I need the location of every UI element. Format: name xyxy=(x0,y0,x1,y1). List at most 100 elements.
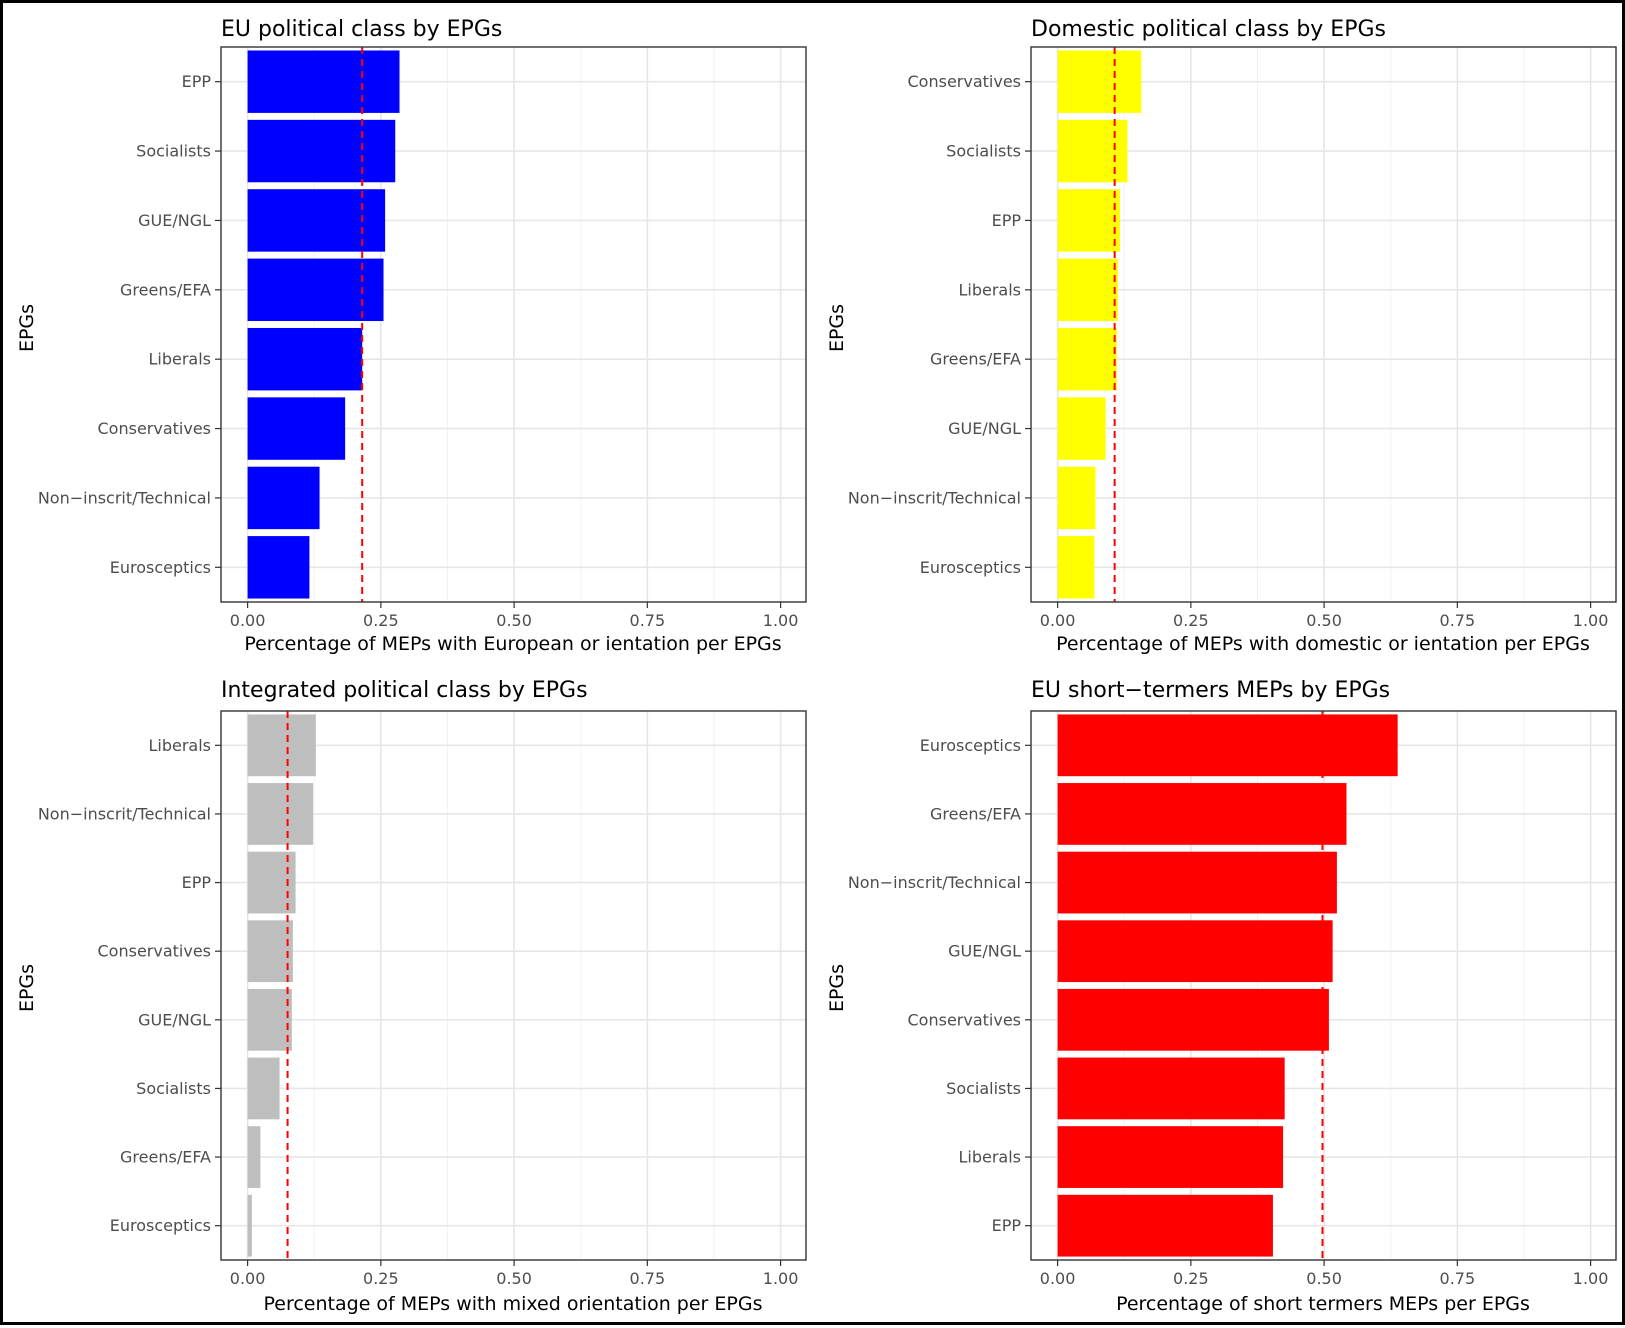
bar xyxy=(1057,988,1329,1051)
y-tick-label: GUE/NGL xyxy=(138,1010,211,1029)
bar xyxy=(247,327,363,391)
x-tick-label: 0.00 xyxy=(1040,611,1076,630)
y-tick-label: Greens/EFA xyxy=(120,1148,211,1167)
x-tick-label: 0.25 xyxy=(363,611,399,630)
x-tick-label: 0.75 xyxy=(1440,611,1476,630)
bar xyxy=(1057,119,1128,183)
chart-panel-2: Conservatives Socialists EPP Liberals Greens… xyxy=(826,17,1617,655)
x-axis-title: Percentage of MEPs with European or ient… xyxy=(244,633,781,655)
x-tick-label: 0.50 xyxy=(1306,611,1342,630)
bar xyxy=(247,714,316,777)
bar xyxy=(1057,397,1106,460)
y-tick-label: GUE/NGL xyxy=(138,211,211,230)
bar xyxy=(247,1126,261,1188)
y-tick-label: Liberals xyxy=(958,1148,1021,1167)
x-tick-label: 0.25 xyxy=(363,1269,399,1288)
y-tick-label: Conservatives xyxy=(98,942,212,961)
y-tick-label: EPP xyxy=(182,72,212,91)
bar xyxy=(1057,327,1117,391)
y-tick-label: EPP xyxy=(992,211,1022,230)
bar xyxy=(247,536,310,599)
x-tick-label: 0.50 xyxy=(496,1269,532,1288)
bar xyxy=(247,50,400,113)
y-tick-label: Greens/EFA xyxy=(930,350,1021,369)
y-tick-label: Socialists xyxy=(946,1079,1021,1098)
y-tick-label: GUE/NGL xyxy=(948,942,1021,961)
x-axis-title: Percentage of MEPs with domestic or ient… xyxy=(1056,633,1590,655)
y-tick-label: Liberals xyxy=(148,736,211,755)
x-tick-label: 0.75 xyxy=(630,611,666,630)
bar xyxy=(1057,50,1142,113)
x-tick-label: 0.75 xyxy=(1440,1269,1476,1288)
bar xyxy=(247,119,396,183)
chart-panel-4: Eurosceptics Greens/EFA Non−inscrit/Techni… xyxy=(826,678,1617,1315)
bar xyxy=(1057,714,1398,777)
bar xyxy=(1057,258,1118,322)
x-tick-label: 1.00 xyxy=(1573,1269,1609,1288)
chart-title: Domestic political class by EPGs xyxy=(1031,17,1386,42)
y-axis-title: EPGs xyxy=(826,304,848,352)
y-tick-label: Conservatives xyxy=(908,1010,1022,1029)
y-tick-label: GUE/NGL xyxy=(948,419,1021,438)
x-tick-label: 0.75 xyxy=(630,1269,666,1288)
x-tick-label: 0.50 xyxy=(496,611,532,630)
y-axis-title: EPGs xyxy=(16,964,38,1012)
chart-title: EU short−termers MEPs by EPGs xyxy=(1031,678,1390,703)
y-tick-label: Greens/EFA xyxy=(120,280,211,299)
chart-panel-1: EPP Socialists GUE/NGL Greens/EFA Liberals Co… xyxy=(16,17,807,655)
y-tick-label: Conservatives xyxy=(908,72,1022,91)
bar xyxy=(1057,189,1120,252)
y-tick-label: Socialists xyxy=(136,142,211,161)
bar xyxy=(1057,1194,1273,1257)
x-tick-label: 0.00 xyxy=(230,1269,266,1288)
y-tick-label: Greens/EFA xyxy=(930,804,1021,823)
bar xyxy=(247,189,386,252)
chart-panel-3: Liberals Non−inscrit/Technical EPP Conserva… xyxy=(16,678,807,1315)
y-axis-title: EPGs xyxy=(16,304,38,352)
y-tick-label: Liberals xyxy=(148,350,211,369)
y-tick-label: Non−inscrit/Technical xyxy=(38,488,211,507)
x-tick-label: 0.50 xyxy=(1306,1269,1342,1288)
x-tick-label: 1.00 xyxy=(763,1269,799,1288)
bar xyxy=(1057,920,1333,983)
bar xyxy=(247,1194,252,1257)
x-tick-label: 0.00 xyxy=(1040,1269,1076,1288)
chart-title: Integrated political class by EPGs xyxy=(221,678,588,703)
bar xyxy=(247,783,314,845)
y-tick-label: Eurosceptics xyxy=(920,558,1021,577)
bar xyxy=(247,920,293,983)
y-tick-label: Non−inscrit/Technical xyxy=(848,873,1021,892)
y-tick-label: Socialists xyxy=(136,1079,211,1098)
bar xyxy=(247,466,320,530)
y-tick-label: Eurosceptics xyxy=(110,558,211,577)
x-tick-label: 1.00 xyxy=(763,611,799,630)
x-axis-title: Percentage of MEPs with mixed orientatio… xyxy=(264,1293,763,1315)
y-axis-title: EPGs xyxy=(826,964,848,1012)
y-tick-label: EPP xyxy=(992,1216,1022,1235)
x-tick-label: 1.00 xyxy=(1573,611,1609,630)
bar xyxy=(1057,1057,1285,1120)
bar xyxy=(247,258,384,322)
bar xyxy=(1057,466,1096,530)
y-tick-label: Non−inscrit/Technical xyxy=(38,804,211,823)
y-tick-label: EPP xyxy=(182,873,212,892)
x-tick-label: 0.25 xyxy=(1173,1269,1209,1288)
y-tick-label: Eurosceptics xyxy=(920,736,1021,755)
y-tick-label: Eurosceptics xyxy=(110,1216,211,1235)
bar xyxy=(1057,536,1095,599)
y-tick-label: Liberals xyxy=(958,280,1021,299)
bar xyxy=(1057,783,1347,845)
bar xyxy=(1057,1126,1284,1188)
x-tick-label: 0.25 xyxy=(1173,611,1209,630)
y-tick-label: Socialists xyxy=(946,142,1021,161)
bar xyxy=(247,988,292,1051)
x-axis-title: Percentage of short termers MEPs per EPG… xyxy=(1116,1293,1530,1315)
bar xyxy=(1057,851,1337,914)
x-tick-label: 0.00 xyxy=(230,611,266,630)
chart-title: EU political class by EPGs xyxy=(221,17,502,42)
y-tick-label: Conservatives xyxy=(98,419,212,438)
chart-grid: EPPSocialistsGUE/NGLGreens/EFALiberalsCo… xyxy=(16,17,1617,1315)
y-tick-label: Non−inscrit/Technical xyxy=(848,488,1021,507)
bar xyxy=(247,397,346,460)
